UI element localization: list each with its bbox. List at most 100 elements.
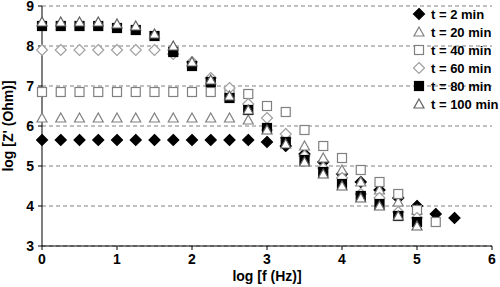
legend-label: t = 40 min [431,43,491,58]
legend-marker [414,27,424,36]
point [337,181,347,190]
point [206,75,216,84]
y-tick-label: 4 [26,198,34,214]
point [187,135,198,146]
y-tick [38,206,42,207]
point [56,113,66,122]
point [338,154,347,163]
point [205,135,216,146]
point [300,126,309,135]
y-tick-label: 5 [26,158,34,174]
point [93,113,103,122]
point [244,90,253,99]
point [375,201,385,210]
y-tick-label: 7 [26,78,34,94]
point [112,45,123,56]
point [356,166,365,175]
y-tick [38,6,42,7]
point [168,113,178,122]
point [263,102,272,111]
x-tick-label: 1 [113,251,121,267]
series [37,113,422,214]
point [356,193,366,202]
point [318,153,328,162]
legend-label: t = 60 min [431,61,491,76]
series [37,45,423,224]
legend-marker [414,99,424,108]
plot-area [37,17,461,230]
point [56,88,65,97]
y-tick [38,166,42,167]
point [168,41,178,50]
legend-marker [414,63,425,74]
series [38,22,422,227]
legend-marker [415,46,424,55]
chart: 34567890123456log [f (Hz)]log [Z' (Ohm)]… [0,0,500,287]
point [412,221,422,230]
point [206,88,215,97]
x-tick-label: 3 [263,251,271,267]
point [150,29,160,38]
series [37,17,422,230]
series [37,135,461,224]
point [74,45,85,56]
point [262,125,272,134]
point [300,141,310,150]
grid-line [42,46,492,47]
x-tick [42,246,43,250]
point [94,88,103,97]
point [243,135,254,146]
y-tick-label: 8 [26,38,34,54]
point [394,190,403,199]
point [431,218,440,227]
point [37,135,48,146]
point [187,113,197,122]
grid-line [42,6,492,7]
point [224,135,235,146]
point [37,17,47,26]
grid-line [42,166,492,167]
grid-line [42,206,492,207]
point [281,108,290,117]
point [188,88,197,97]
point [244,106,253,115]
grid-line [42,86,492,87]
y-axis [42,6,43,246]
y-tick [38,86,42,87]
y-tick-label: 6 [26,118,34,134]
y-tick [38,246,42,247]
x-tick-label: 6 [488,251,496,267]
legend-label: t = 2 min [431,7,484,22]
point [112,19,122,28]
point [206,113,216,122]
legend-label: t = 100 min [431,97,499,112]
x-tick-label: 5 [413,251,421,267]
x-axis [42,246,492,247]
point [225,91,235,100]
point [355,177,366,188]
point [187,57,197,66]
point [37,45,48,56]
point [56,17,66,26]
point [131,88,140,97]
point [243,115,253,124]
point [74,135,85,146]
point [375,178,384,187]
point [55,45,66,56]
point [131,113,141,122]
point [93,17,103,26]
x-tick-label: 2 [188,251,196,267]
point [319,142,328,151]
point [318,169,328,178]
point [356,177,366,186]
point [112,113,122,122]
point [168,135,179,146]
point [113,88,122,97]
series [38,88,441,227]
point [93,45,104,56]
point [393,211,403,220]
point [75,88,84,97]
point [394,212,403,221]
point [130,45,141,56]
x-tick [267,246,268,250]
